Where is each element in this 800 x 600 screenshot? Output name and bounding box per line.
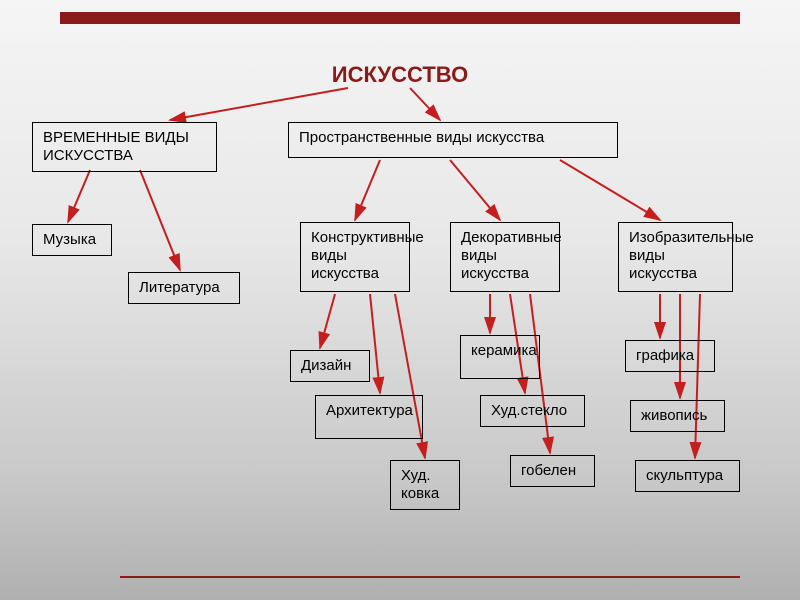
node-architecture: Архитектура: [315, 395, 423, 439]
node-literature: Литература: [128, 272, 240, 304]
node-temporal: ВРЕМЕННЫЕ ВИДЫ ИСКУССТВА: [32, 122, 217, 172]
node-graphics: графика: [625, 340, 715, 372]
node-glass: Худ.стекло: [480, 395, 585, 427]
node-painting: живопись: [630, 400, 725, 432]
node-ceramics: керамика: [460, 335, 540, 379]
node-tapestry: гобелен: [510, 455, 595, 487]
node-design: Дизайн: [290, 350, 370, 382]
arrows-layer: [0, 0, 800, 600]
bottom-accent-line: [120, 576, 740, 578]
node-sculpture: скульптура: [635, 460, 740, 492]
node-spatial: Пространственные виды искусства: [288, 122, 618, 158]
node-fine: Изобразительные виды искусства: [618, 222, 733, 292]
diagram-title: ИСКУССТВО: [332, 62, 468, 88]
top-accent-bar: [60, 12, 740, 24]
node-forging: Худ. ковка: [390, 460, 460, 510]
node-decorative: Декоративные виды искусства: [450, 222, 560, 292]
node-constructive: Конструктивные виды искусства: [300, 222, 410, 292]
node-music: Музыка: [32, 224, 112, 256]
